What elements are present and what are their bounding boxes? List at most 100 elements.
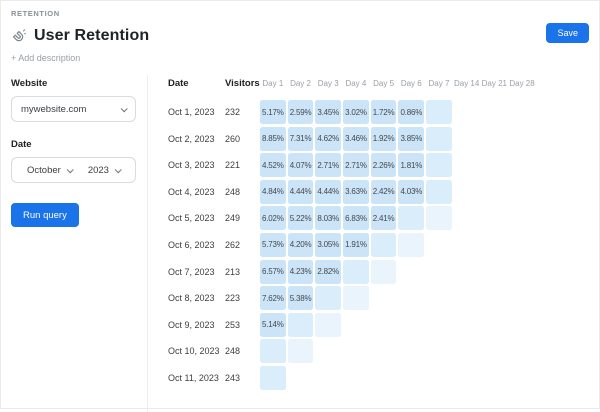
retention-cell: 2.26% <box>370 153 397 178</box>
retention-cell-pending <box>343 259 369 284</box>
retention-cell-empty <box>482 366 508 390</box>
retention-cell-empty <box>509 100 535 124</box>
retention-cell: 5.38% <box>287 286 314 311</box>
row-date: Oct 7, 2023 <box>168 266 215 277</box>
table-row: Oct 1, 2023 232 5.17% 2.59% 3.45% 3.02% 1.72% 0… <box>168 100 600 124</box>
chevron-down-icon <box>114 165 122 173</box>
row-visitors: 243 <box>225 372 241 383</box>
retention-cell-pending <box>426 153 452 178</box>
table-row: Oct 3, 2023 221 4.52% 4.07% 2.71% 2.71% 2.26% 1… <box>168 153 600 178</box>
row-date: Oct 11, 2023 <box>168 372 219 383</box>
retention-cell-empty <box>426 366 452 390</box>
retention-cell: 4.03% <box>398 179 425 204</box>
retention-cell: 4.44% <box>315 179 342 204</box>
retention-cell-pending <box>426 179 452 204</box>
retention-cell: 7.31% <box>287 126 314 151</box>
row-visitors: 232 <box>225 107 241 117</box>
retention-cell: 1.81% <box>398 153 425 178</box>
retention-cell: 4.52% <box>260 153 286 178</box>
retention-cell-empty <box>454 313 480 337</box>
retention-cell: 5.14% <box>260 312 286 337</box>
retention-cell-empty <box>315 339 341 363</box>
run-query-button[interactable]: Run query <box>11 203 79 227</box>
retention-cell: 3.02% <box>343 100 369 124</box>
retention-cell: 2.59% <box>287 100 314 124</box>
retention-cell-empty <box>482 313 508 337</box>
retention-cell-empty <box>482 233 508 257</box>
retention-cell: 5.17% <box>260 100 286 124</box>
retention-cell: 3.05% <box>315 232 342 257</box>
month-select[interactable]: October <box>27 164 74 176</box>
retention-cell-empty <box>426 260 452 284</box>
retention-cell-empty <box>398 366 424 390</box>
retention-cell: 5.73% <box>260 232 286 257</box>
retention-cell-empty <box>288 366 314 390</box>
retention-cell-empty <box>398 313 424 337</box>
chevron-down-icon <box>120 104 128 112</box>
retention-cell-empty <box>343 339 369 363</box>
save-button[interactable]: Save <box>546 23 589 43</box>
retention-cell-empty <box>454 100 480 124</box>
year-select-value: 2023 <box>87 164 109 176</box>
retention-cell-empty <box>509 127 535 151</box>
retention-cell-empty <box>509 313 535 337</box>
retention-cell: 4.62% <box>315 126 342 151</box>
retention-cell: 2.82% <box>315 259 342 284</box>
day-column-header: Day 28 <box>509 79 535 88</box>
retention-cell-empty <box>454 233 480 257</box>
retention-cell-empty <box>371 339 397 363</box>
retention-cell-empty <box>454 153 480 177</box>
table-row: Oct 8, 2023 223 7.62% 5.38% <box>168 286 600 311</box>
retention-cell-empty <box>482 180 508 204</box>
retention-cell-pending <box>426 100 452 124</box>
retention-cell: 4.84% <box>260 179 286 204</box>
retention-cell-pending <box>426 206 452 231</box>
date-select: October 2023 <box>11 157 136 183</box>
retention-cell-empty <box>509 286 535 310</box>
retention-cell-empty <box>454 127 480 151</box>
website-select[interactable]: mywebsite.com <box>11 96 136 122</box>
retention-cell-empty <box>371 366 397 390</box>
retention-cell-empty <box>482 286 508 310</box>
day-column-header: Day 6 <box>400 79 422 88</box>
retention-cell: 3.46% <box>343 126 369 151</box>
retention-cell-pending <box>398 206 425 231</box>
month-select-value: October <box>27 164 61 176</box>
retention-cell-pending <box>398 232 425 257</box>
day-column-header: Day 3 <box>317 79 339 88</box>
date-column-header: Date <box>168 78 189 89</box>
add-description-link[interactable]: + Add description <box>11 53 81 63</box>
row-date: Oct 5, 2023 <box>168 213 215 224</box>
retention-cell-empty <box>482 260 508 284</box>
retention-cell-empty <box>509 180 535 204</box>
row-visitors: 248 <box>225 346 241 357</box>
retention-cell: 7.62% <box>260 286 286 311</box>
retention-cell-empty <box>398 339 424 363</box>
retention-cell-pending <box>260 339 286 364</box>
table-row: Oct 4, 2023 248 4.84% 4.44% 4.44% 3.63% 2.42% 4… <box>168 179 600 204</box>
table-row: Oct 2, 2023 260 8.85% 7.31% 4.62% 3.46% 1.92% 3… <box>168 126 600 151</box>
retention-cell-empty <box>509 206 535 230</box>
retention-cell-empty <box>426 233 452 257</box>
day-column-header: Day 21 <box>481 79 508 88</box>
table-row: Oct 11, 2023 243 <box>168 365 600 390</box>
retention-cell-empty <box>482 100 508 124</box>
retention-cell: 2.41% <box>370 206 397 231</box>
retention-cell-empty <box>398 286 424 310</box>
retention-cell-empty <box>454 260 480 284</box>
breadcrumb: RETENTION <box>11 9 60 18</box>
date-label: Date <box>11 139 32 150</box>
retention-cell-pending <box>315 286 342 311</box>
retention-cell-empty <box>398 260 424 284</box>
row-visitors: 260 <box>225 133 241 144</box>
retention-cell-pending <box>370 232 397 257</box>
retention-cell-pending <box>343 286 369 311</box>
year-select[interactable]: 2023 <box>87 164 122 176</box>
row-date: Oct 4, 2023 <box>168 186 215 197</box>
retention-cell-pending <box>287 312 314 337</box>
table-row: Oct 9, 2023 253 5.14% <box>168 312 600 337</box>
retention-cell: 6.57% <box>260 259 286 284</box>
retention-cell-empty <box>371 286 397 310</box>
page-header: RETENTION User Retention + Add descripti… <box>0 0 600 63</box>
